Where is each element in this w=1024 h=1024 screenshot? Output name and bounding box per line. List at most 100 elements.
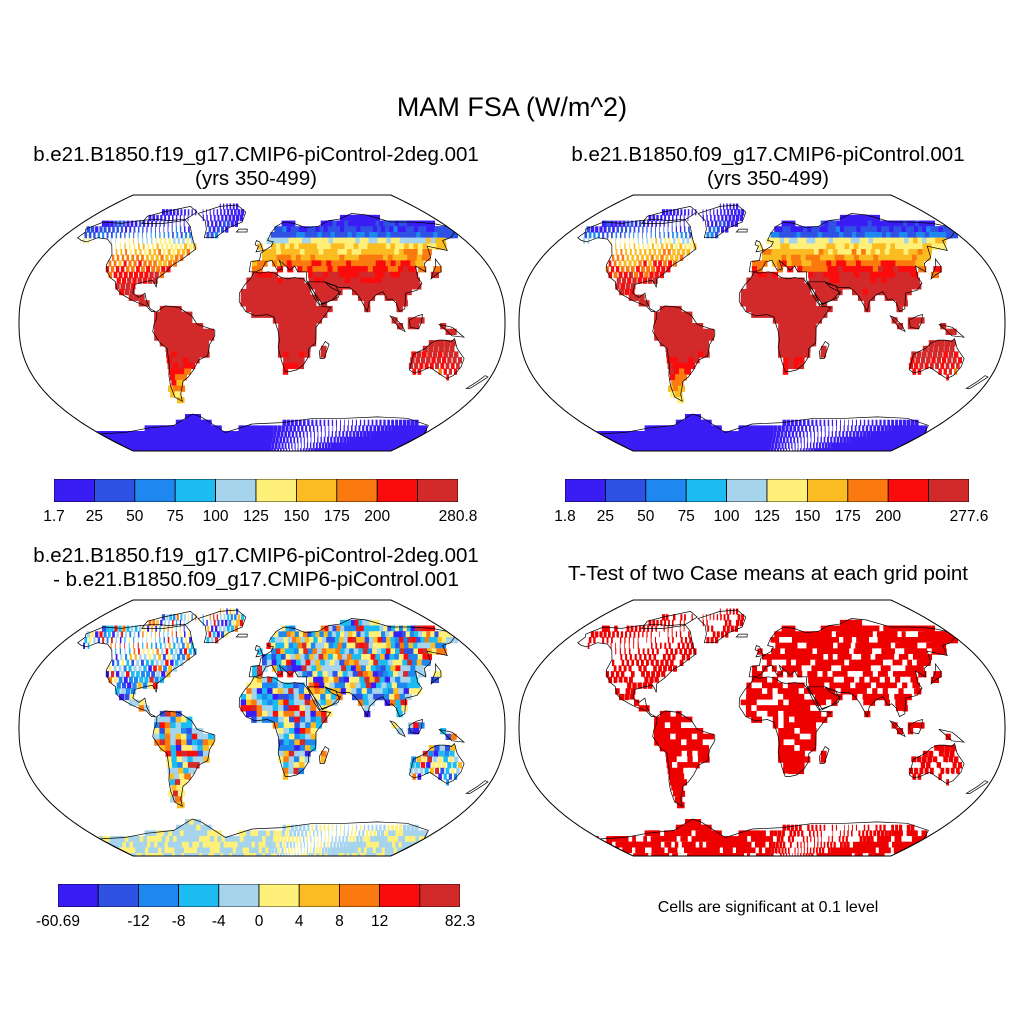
map2-cell — [650, 232, 652, 239]
map1-cell — [84, 232, 88, 239]
map3-cell — [150, 659, 154, 666]
map3-cell — [184, 614, 186, 621]
map1-cell — [283, 300, 290, 307]
map2-cell — [721, 214, 724, 222]
map3-cell — [319, 682, 326, 689]
map1-cell — [108, 271, 113, 279]
map2-cell — [833, 436, 836, 444]
map3-cell — [299, 693, 306, 701]
map3-cell — [316, 830, 319, 837]
map2-cell — [871, 419, 874, 426]
map3-cell — [295, 654, 302, 661]
map1-cell — [324, 448, 329, 451]
map1-cell — [162, 249, 166, 256]
map3-cell — [110, 642, 112, 649]
map1-cell — [213, 209, 215, 216]
map1-cell — [229, 442, 236, 449]
map1-cell — [345, 283, 353, 290]
map3-cell — [159, 722, 166, 729]
map2-cell — [798, 277, 805, 284]
map2-cell — [860, 442, 867, 449]
map1-cell — [320, 436, 322, 444]
map3-cell — [367, 648, 376, 655]
map4-cell — [818, 654, 826, 661]
map3-cell — [355, 642, 364, 649]
map2-cell — [821, 300, 828, 307]
map3-cell — [170, 745, 177, 752]
map2-cell — [659, 340, 667, 347]
map3-cell — [99, 631, 103, 638]
map2-cell — [659, 317, 666, 324]
map1-cell — [391, 425, 396, 432]
map3-cell — [162, 654, 166, 661]
map3-cell — [179, 631, 182, 638]
map1-cell — [165, 254, 169, 261]
map2-cell — [910, 260, 919, 267]
panel-3-title-line2: - b.e21.B1850.f09_g17.CMIP6-piControl.00… — [53, 568, 459, 591]
map2-cell — [599, 226, 603, 233]
map1-cell — [159, 226, 160, 233]
map2-cell — [880, 249, 889, 256]
map3-cell — [232, 847, 239, 854]
map2-cell — [799, 357, 805, 364]
map3-cell — [223, 608, 225, 615]
map4-cell — [841, 642, 850, 649]
map1-cell — [267, 271, 273, 279]
map3-cell — [128, 642, 130, 649]
map4-cell — [800, 659, 808, 666]
map3-cell — [127, 682, 132, 689]
map3-cell — [141, 659, 144, 666]
map1-cell — [164, 214, 167, 222]
map3-cell — [293, 688, 300, 695]
map3-cell — [138, 648, 140, 655]
map2-cell — [623, 260, 627, 267]
map1-cell — [310, 237, 318, 244]
map1-cell — [316, 260, 324, 267]
map3-cell — [216, 841, 224, 849]
map1-cell — [362, 288, 370, 296]
map1-cell — [226, 203, 228, 210]
map3-cell — [120, 688, 125, 695]
map1-cell — [338, 448, 344, 451]
map2-cell — [945, 362, 950, 370]
map2-cell — [658, 260, 662, 267]
map3-cell — [258, 830, 263, 837]
map3-cell — [245, 710, 252, 718]
map1-cell — [279, 436, 283, 444]
map2-cell — [593, 232, 596, 239]
map2-cell — [824, 431, 826, 438]
map3-cell — [234, 614, 237, 621]
map3-cell — [310, 705, 317, 712]
map1-cell — [430, 271, 439, 279]
map4-cell — [619, 648, 621, 655]
map3-cell — [405, 676, 413, 684]
panel-2-title-line2: (yrs 350-499) — [707, 167, 829, 190]
map3-cell — [413, 728, 420, 735]
map1-cell — [367, 266, 376, 273]
map1-coast-australia — [409, 337, 465, 379]
map2-cell — [606, 232, 609, 239]
map1-cell — [342, 442, 348, 449]
map2-cell — [789, 436, 792, 444]
map4-cell — [921, 659, 931, 666]
map4-cell — [690, 642, 694, 649]
map1-cell — [203, 425, 211, 432]
map3-cell — [304, 756, 311, 763]
map2-cell — [667, 362, 675, 370]
map3-cell — [296, 841, 299, 849]
map3-cell — [292, 637, 299, 644]
map3-cell — [269, 830, 274, 837]
map4-cell — [625, 654, 628, 661]
map1-cell — [120, 283, 125, 290]
map2-cell — [757, 260, 763, 267]
map2-cell — [716, 226, 720, 233]
map3-cell — [395, 665, 404, 672]
map2-cell — [684, 226, 686, 233]
map2-cell — [797, 448, 799, 451]
map1-cell — [440, 362, 445, 370]
map1-cell — [262, 249, 268, 256]
map2-cell — [778, 328, 785, 335]
map2-cell — [776, 431, 780, 438]
map3-cell — [163, 637, 165, 644]
map2-cell — [746, 294, 752, 301]
